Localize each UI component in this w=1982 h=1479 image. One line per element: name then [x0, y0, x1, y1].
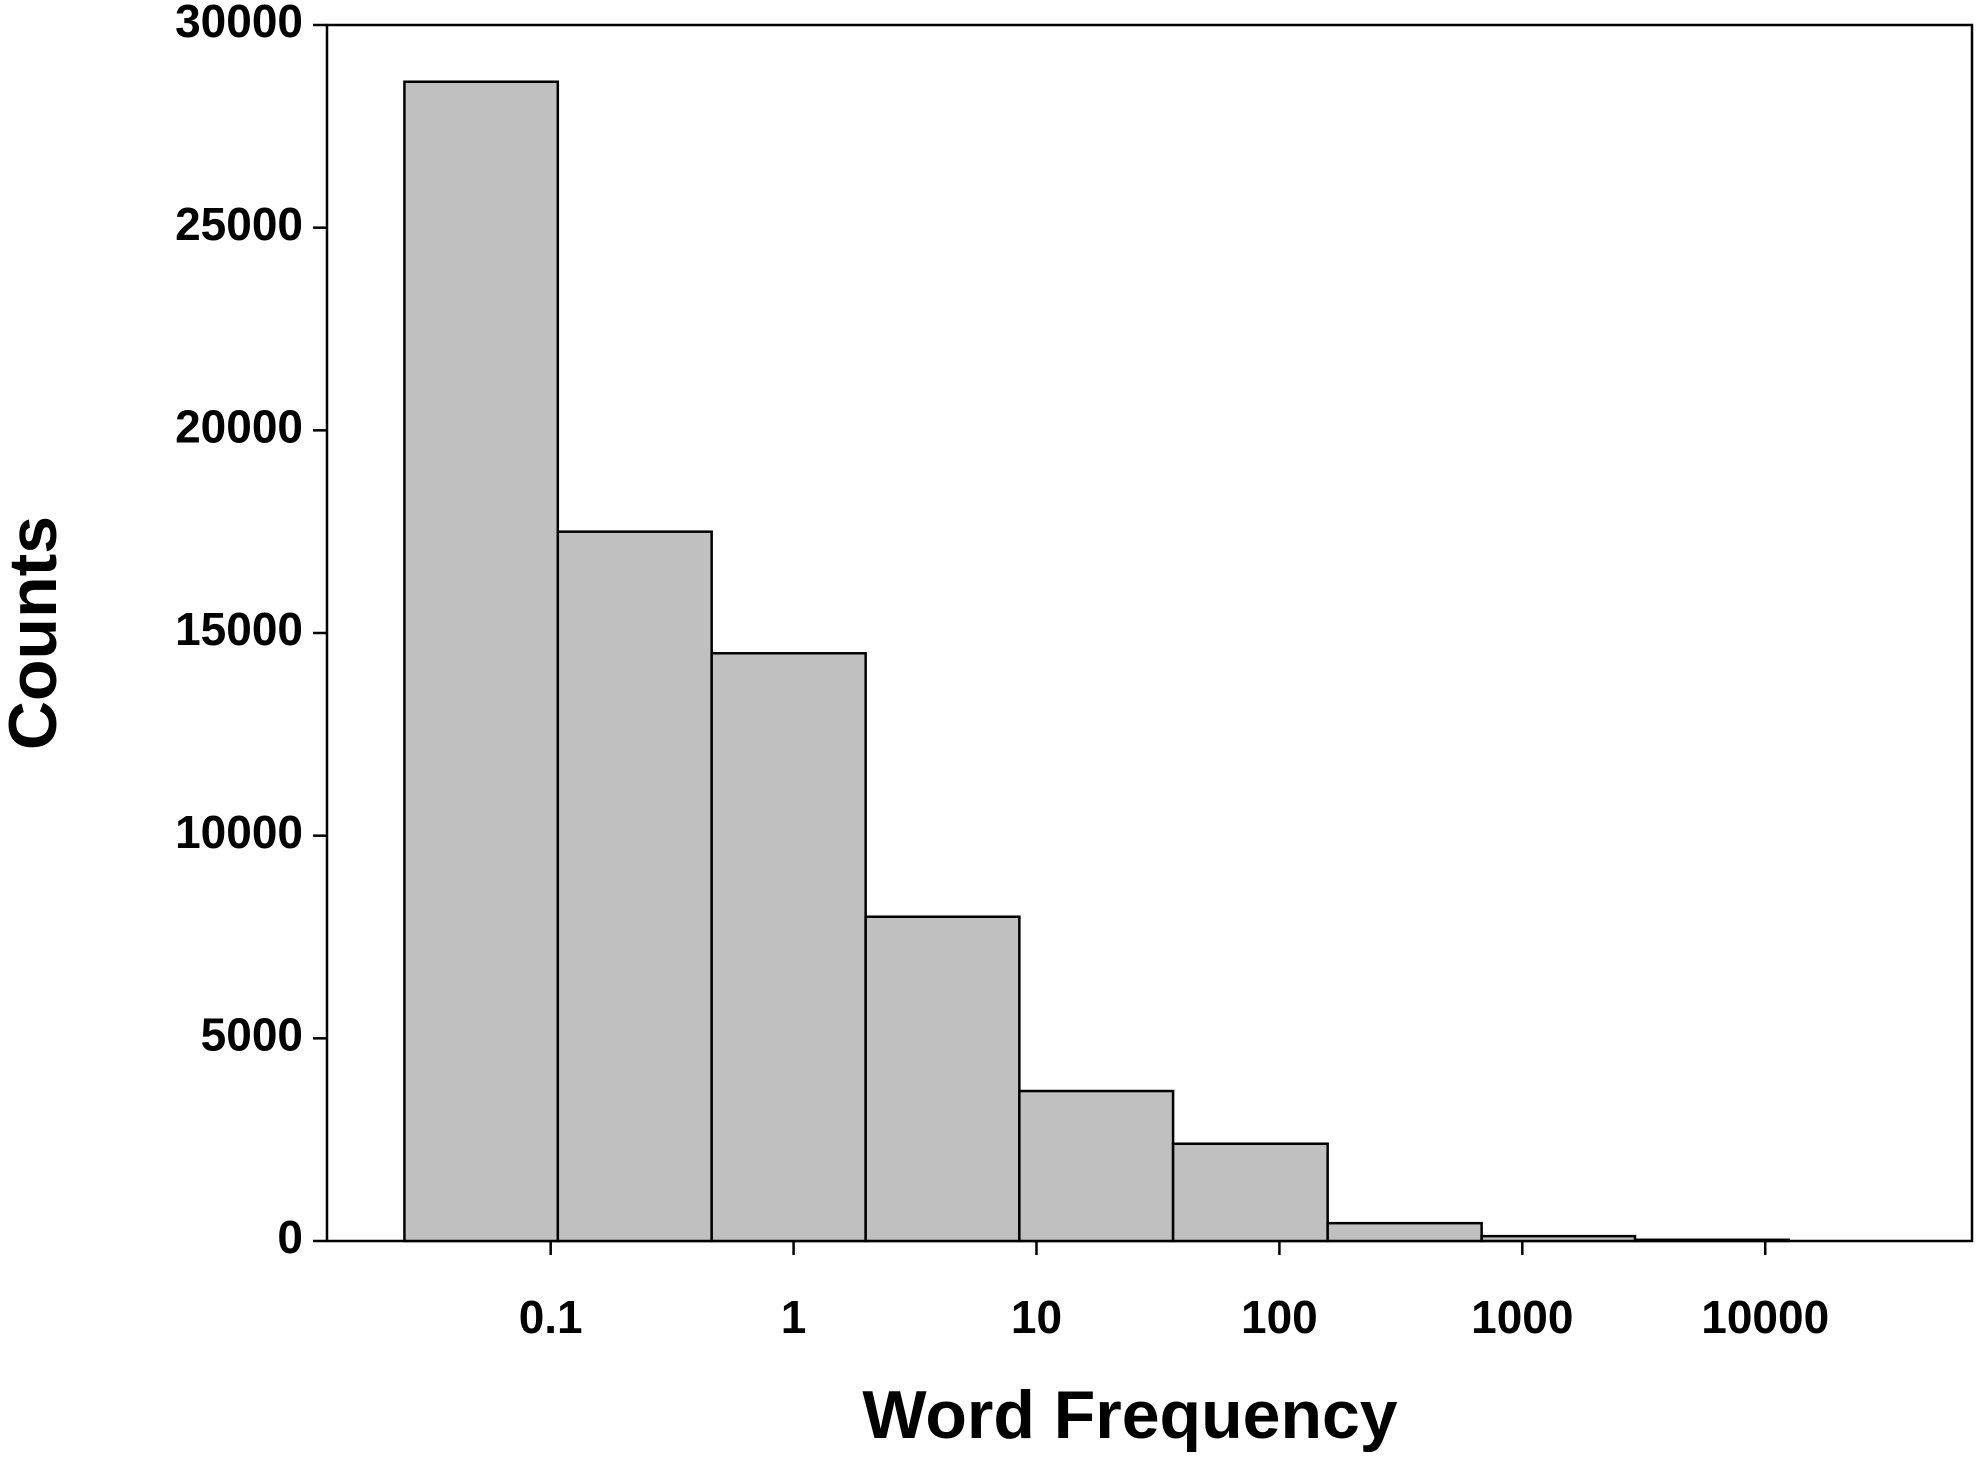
x-tick-label: 10	[1011, 1291, 1062, 1343]
x-tick-label: 100	[1241, 1291, 1318, 1343]
bar	[864, 915, 1021, 1243]
x-axis-title: Word Frequency	[862, 1377, 1397, 1453]
y-tick-label: 15000	[175, 603, 303, 655]
bar	[556, 530, 713, 1243]
y-tick-label: 30000	[175, 0, 303, 47]
x-tick-label: 1	[781, 1291, 807, 1343]
x-tick-label: 1000	[1471, 1291, 1573, 1343]
bar	[1480, 1234, 1637, 1243]
x-tick-label: 10000	[1701, 1291, 1829, 1343]
bar	[1326, 1221, 1483, 1243]
bar	[1171, 1142, 1329, 1243]
y-tick-label: 20000	[175, 400, 303, 452]
y-tick-label: 25000	[175, 198, 303, 250]
x-tick-label: 0.1	[519, 1291, 583, 1343]
y-tick-label: 5000	[201, 1008, 303, 1060]
y-tick-label: 10000	[175, 806, 303, 858]
bar	[1018, 1089, 1175, 1243]
bar	[403, 80, 560, 1243]
y-axis-title: Counts	[0, 516, 71, 750]
bar	[1633, 1238, 1791, 1243]
bar	[710, 652, 867, 1243]
y-tick-label: 0	[277, 1211, 303, 1263]
